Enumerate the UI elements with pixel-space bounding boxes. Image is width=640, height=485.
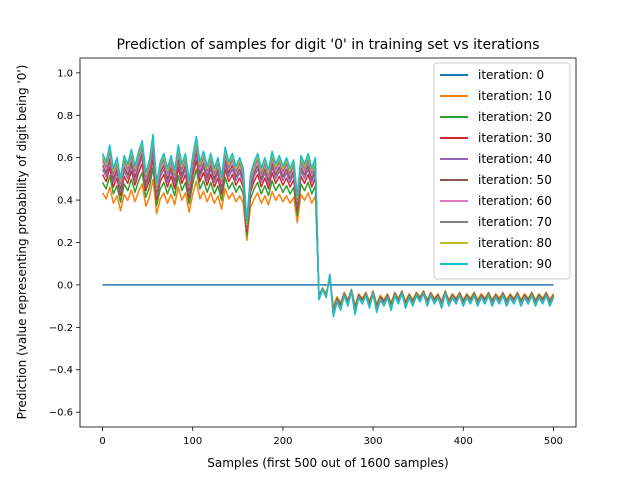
legend-label-1: iteration: 10 — [478, 89, 552, 103]
series-line-9 — [101, 133, 555, 318]
legend-label-5: iteration: 50 — [478, 173, 552, 187]
y-tick-label: 0.0 — [57, 280, 73, 291]
series-layer — [101, 133, 555, 318]
y-tick-label: −0.2 — [49, 323, 73, 334]
y-tick-label: 0.8 — [57, 111, 73, 122]
legend-label-0: iteration: 0 — [478, 68, 544, 82]
legend-label-7: iteration: 70 — [478, 215, 552, 229]
x-tick-label: 400 — [454, 436, 473, 447]
x-tick-label: 100 — [183, 436, 202, 447]
legend-label-4: iteration: 40 — [478, 152, 552, 166]
legend-label-9: iteration: 90 — [478, 257, 552, 271]
y-tick-label: 0.6 — [57, 153, 73, 164]
y-axis-ticks: −0.6 −0.4 −0.2 0.0 0.2 0.4 0.6 0.8 1.0 — [49, 68, 80, 419]
y-tick-label: 0.2 — [57, 238, 73, 249]
x-tick-label: 300 — [364, 436, 383, 447]
y-tick-label: −0.4 — [49, 365, 73, 376]
legend-label-8: iteration: 80 — [478, 236, 552, 250]
x-tick-label: 200 — [273, 436, 292, 447]
x-axis-label: Samples (first 500 out of 1600 samples) — [207, 456, 449, 470]
chart-title: Prediction of samples for digit '0' in t… — [116, 37, 539, 53]
y-tick-label: 1.0 — [57, 68, 73, 79]
legend: iteration: 0 iteration: 10 iteration: 20 it… — [433, 62, 571, 280]
y-tick-label: −0.6 — [49, 408, 73, 419]
x-axis-ticks: 0 100 200 300 400 500 — [99, 427, 563, 447]
y-axis-label: Prediction (value representing probabili… — [15, 65, 29, 420]
y-tick-label: 0.4 — [57, 196, 73, 207]
x-tick-label: 500 — [544, 436, 563, 447]
legend-label-3: iteration: 30 — [478, 131, 552, 145]
x-tick-label: 0 — [99, 436, 105, 447]
legend-label-2: iteration: 20 — [478, 110, 552, 124]
legend-label-6: iteration: 60 — [478, 194, 552, 208]
